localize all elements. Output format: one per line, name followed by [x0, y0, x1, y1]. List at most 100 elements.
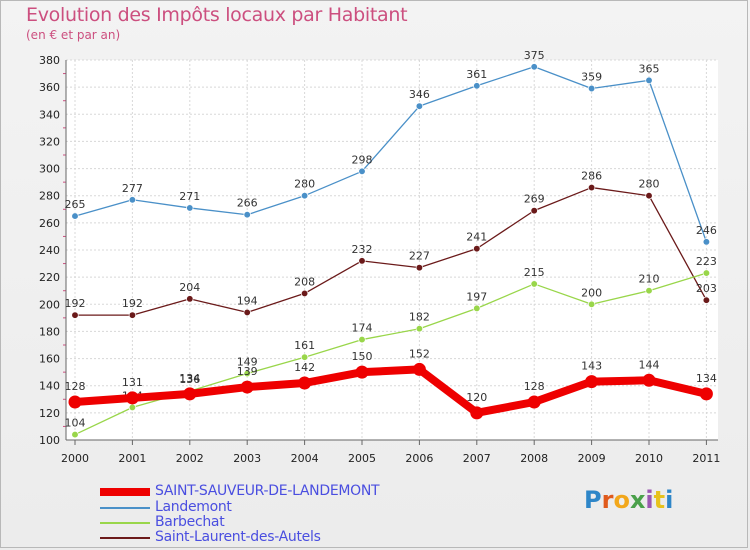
- data-label: 277: [122, 182, 143, 195]
- data-point: [71, 311, 79, 319]
- data-label: 241: [466, 231, 487, 244]
- data-point: [642, 373, 656, 387]
- data-label: 286: [581, 170, 602, 183]
- data-label: 361: [466, 68, 487, 81]
- data-label: 136: [179, 373, 200, 386]
- legend-label-saint-sauveur: SAINT-SAUVEUR-DE-LANDEMONT: [155, 483, 380, 499]
- data-point: [415, 102, 424, 110]
- y-tick-label: 220: [39, 271, 60, 284]
- data-label: 131: [122, 376, 143, 389]
- legend-label-barbechat: Barbechat: [155, 514, 225, 530]
- y-tick-label: 300: [39, 163, 60, 176]
- legend-label-landemont: Landemont: [155, 499, 232, 515]
- data-label: 265: [65, 198, 86, 211]
- data-point: [527, 395, 541, 409]
- data-label: 139: [237, 365, 258, 378]
- y-tick-label: 380: [39, 54, 60, 67]
- data-point: [645, 192, 653, 200]
- data-label: 128: [524, 380, 545, 393]
- data-point: [68, 395, 82, 409]
- series-line-saint-laurent-des-autels: [74, 186, 708, 316]
- x-tick-label: 2000: [61, 452, 89, 465]
- data-point: [300, 289, 309, 298]
- x-tick-label: 2009: [578, 452, 606, 465]
- data-label: 120: [466, 391, 487, 404]
- data-label: 200: [581, 286, 602, 299]
- data-point: [358, 257, 366, 265]
- data-point: [412, 362, 426, 376]
- data-point: [128, 403, 137, 412]
- data-point: [240, 380, 254, 394]
- logo-letter: t: [653, 486, 666, 514]
- data-label: 182: [409, 311, 430, 324]
- y-tick-label: 180: [39, 325, 60, 338]
- series-line-saint-sauveur-de-landemont: [71, 365, 711, 417]
- x-tick-label: 2011: [692, 452, 720, 465]
- x-tick-label: 2008: [520, 452, 548, 465]
- data-point: [300, 192, 309, 200]
- y-tick-label: 160: [39, 353, 60, 366]
- data-point: [358, 167, 366, 175]
- logo-letter: i: [645, 486, 654, 514]
- logo-letter: i: [665, 486, 674, 514]
- data-point: [585, 375, 599, 389]
- data-label: 223: [696, 255, 717, 268]
- data-label: 375: [524, 49, 545, 62]
- data-point: [530, 280, 538, 288]
- data-label: 152: [409, 347, 430, 360]
- proxiti-logo: Proxiti: [584, 486, 673, 514]
- data-point: [702, 269, 711, 277]
- data-point: [587, 300, 596, 308]
- data-point: [530, 206, 538, 215]
- legend-swatch-saint-sauveur: [100, 488, 150, 496]
- data-point: [473, 304, 481, 313]
- data-point: [358, 335, 366, 344]
- y-tick-label: 260: [39, 217, 60, 230]
- data-point: [470, 406, 484, 420]
- logo-letter: P: [584, 486, 602, 514]
- data-label: 144: [639, 358, 660, 371]
- data-point: [473, 82, 481, 90]
- logo-letter: o: [613, 486, 630, 514]
- data-point: [645, 76, 653, 85]
- data-label: 269: [524, 193, 545, 206]
- data-label: 143: [581, 360, 602, 373]
- legend-swatch-saint-laurent: [100, 537, 150, 539]
- y-tick-label: 320: [39, 135, 60, 148]
- chart-title: Evolution des Impôts locaux par Habitant: [26, 4, 408, 26]
- y-tick-label: 360: [39, 81, 60, 94]
- y-tick-label: 240: [39, 244, 60, 257]
- y-tick-label: 200: [39, 298, 60, 311]
- data-point: [71, 212, 79, 220]
- data-point: [183, 387, 197, 401]
- data-label: 208: [294, 275, 315, 288]
- data-point: [702, 238, 711, 246]
- data-point: [243, 308, 251, 317]
- logo-letter: r: [601, 486, 614, 514]
- data-point: [128, 196, 137, 204]
- y-tick-label: 340: [39, 108, 60, 121]
- data-point: [243, 211, 251, 219]
- legend-swatch-barbechat: [100, 522, 150, 524]
- data-label: 161: [294, 339, 315, 352]
- legend-swatch-landemont: [100, 507, 150, 509]
- series-line-landemont: [74, 66, 708, 243]
- data-label: 194: [237, 294, 258, 307]
- x-tick-label: 2006: [405, 452, 433, 465]
- data-label: 346: [409, 88, 430, 101]
- data-label: 203: [696, 282, 717, 295]
- data-label: 192: [65, 297, 86, 310]
- data-point: [298, 376, 312, 390]
- data-label: 142: [294, 361, 315, 374]
- y-tick-label: 280: [39, 190, 60, 203]
- x-tick-label: 2002: [176, 452, 204, 465]
- data-point: [300, 353, 309, 361]
- data-point: [415, 325, 424, 333]
- y-tick-label: 100: [39, 434, 60, 447]
- data-label: 298: [352, 153, 373, 166]
- data-label: 104: [65, 417, 86, 430]
- data-point: [587, 84, 596, 93]
- data-label: 266: [237, 197, 258, 210]
- data-label: 134: [696, 372, 717, 385]
